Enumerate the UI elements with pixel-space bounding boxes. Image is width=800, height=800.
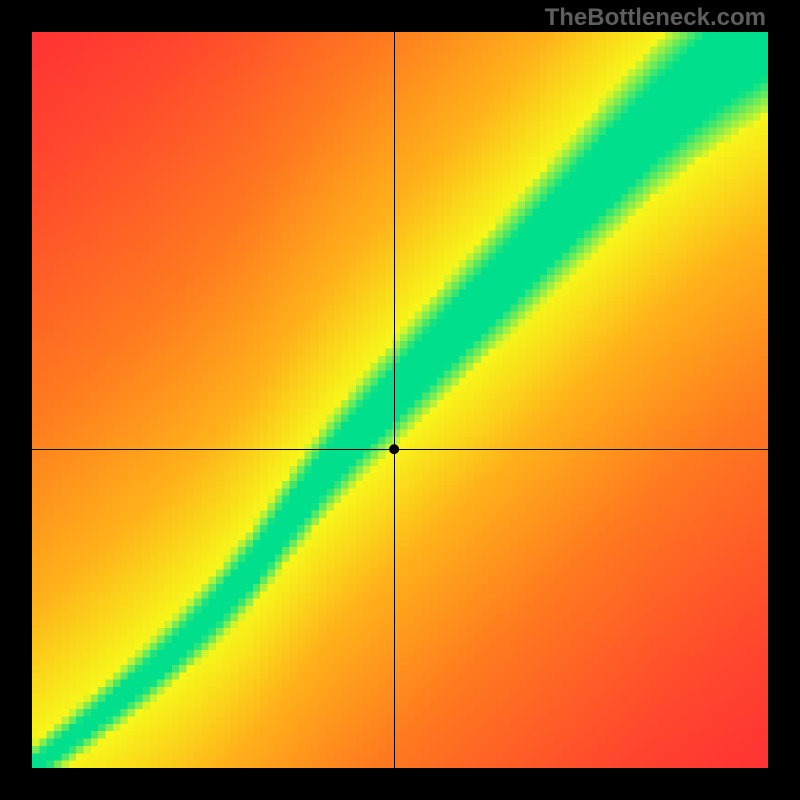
frame-border-bottom xyxy=(0,768,800,800)
watermark-text: TheBottleneck.com xyxy=(545,4,766,32)
frame-border-left xyxy=(0,0,32,800)
crosshair-overlay xyxy=(32,32,768,768)
frame-border-right xyxy=(768,0,800,800)
